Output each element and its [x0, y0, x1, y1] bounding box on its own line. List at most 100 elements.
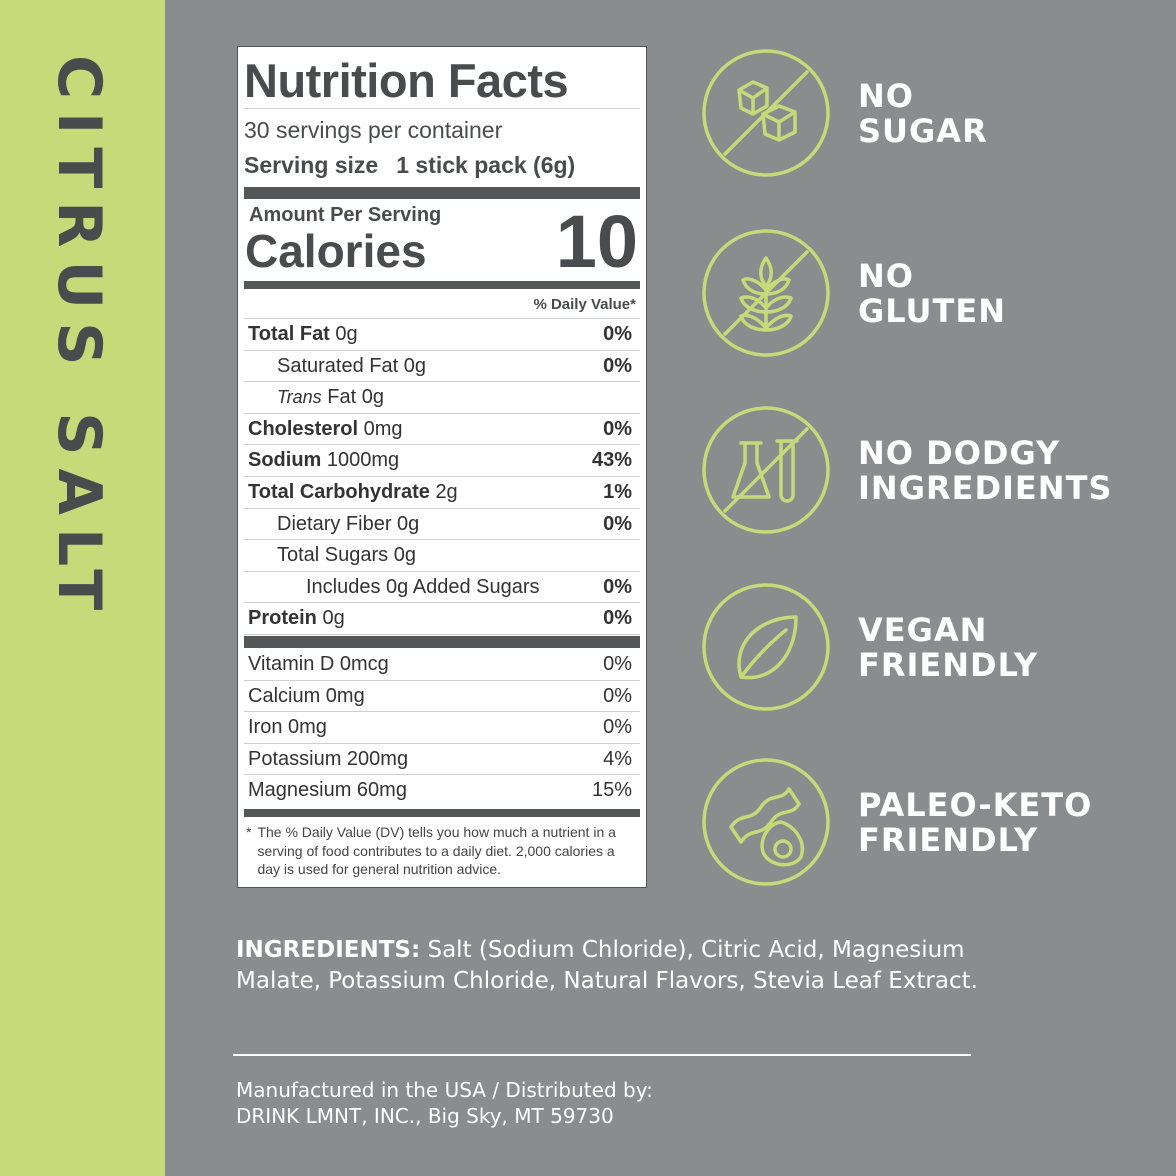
vitamin-daily-value: 0% [603, 716, 632, 739]
nutrient-label: Dietary Fiber [277, 512, 392, 535]
no-gluten-wheat-icon [701, 228, 831, 358]
leaf-icon [701, 582, 831, 712]
nutrient-amount: 1000mg [326, 449, 400, 472]
claim-line-1: NO DODGY [858, 434, 1061, 472]
nutrient-amount: 0mg [363, 417, 403, 440]
vitamin-row: Calcium 0mg 0% [244, 681, 640, 713]
flavor-name: CITRUS SALT [44, 55, 114, 624]
nutrient-name: Saturated Fat 0g [248, 351, 426, 382]
vitamin-daily-value: 0% [603, 684, 632, 707]
claim-text: NO DODGY INGREDIENTS [858, 436, 1112, 506]
label-title: Nutrition Facts [244, 54, 569, 107]
vitamin-daily-value: 0% [603, 653, 632, 675]
nutrient-daily-value: 1% [603, 481, 632, 503]
nutrient-amount: 2g [435, 481, 458, 503]
nutrient-daily-value: 43% [591, 449, 632, 472]
claim-line-2: GLUTEN [858, 292, 1006, 330]
nutrient-label: Total Fat [248, 323, 330, 345]
claim-text: NO GLUTEN [858, 259, 1006, 329]
nutrient-name: Total Carbohydrate 2g [248, 477, 458, 508]
nutrient-name: Protein 0g [248, 603, 345, 634]
no-chemicals-flask-icon [701, 405, 831, 535]
claim-line-1: PALEO-KETO [858, 786, 1093, 824]
nutrient-name: Cholesterol 0mg [248, 414, 403, 445]
nutrient-name: Trans Fat 0g [248, 382, 384, 413]
claim-line-2: INGREDIENTS [858, 469, 1113, 507]
nutrient-daily-value: 0% [603, 417, 632, 440]
nutrient-row: Protein 0g 0% [244, 603, 640, 635]
nutrient-label: Protein [248, 607, 317, 630]
vitamin-row: Vitamin D 0mcg 0% [244, 649, 640, 681]
nutrient-row: Cholesterol 0mg 0% [244, 414, 640, 446]
nutrient-amount: 0g [335, 323, 358, 345]
vitamin-row: Iron 0mg 0% [244, 712, 640, 744]
nutrient-daily-value: 0% [603, 354, 632, 377]
vitamin-row: Potassium 200mg 4% [244, 744, 640, 776]
ingredients-heading: INGREDIENTS: [236, 937, 421, 963]
nutrient-amount: 0g [397, 512, 420, 535]
ingredients-text: Salt (Sodium Chloride), Citric Acid, Mag… [236, 937, 978, 994]
nutrient-daily-value: 0% [603, 575, 632, 598]
serving-size-value: 1 stick pack (6g) [396, 152, 576, 178]
nutrient-amount: 0g [393, 544, 416, 567]
nutrient-label: Cholesterol [248, 417, 359, 440]
claim-line-1: NO [858, 257, 914, 295]
nutrition-facts-label: Nutrition Facts 30 servings per containe… [237, 46, 647, 888]
nutrient-name: Total Fat 0g [248, 319, 358, 350]
bacon-avocado-icon [701, 757, 831, 887]
nutrient-daily-value: 0% [603, 607, 632, 630]
calories-value: 10 [555, 200, 638, 283]
nutrient-amount: 0g [403, 354, 426, 377]
nutrient-daily-value: 0% [603, 512, 632, 535]
medium-divider [244, 281, 640, 289]
nutrient-row: Total Sugars 0g [244, 540, 640, 572]
nutrient-daily-value: 0% [603, 323, 632, 345]
nutrient-row: Total Fat 0g 0% [244, 319, 640, 351]
servings-per-container: 30 servings per container [244, 117, 503, 143]
flavor-strip [0, 0, 165, 1176]
daily-value-header: % Daily Value* [533, 296, 636, 313]
nutrient-row: Saturated Fat 0g 0% [244, 351, 640, 383]
claim-line-2: SUGAR [858, 112, 988, 150]
nutrient-label: Sodium [248, 449, 322, 472]
nutrient-label: Total Sugars [277, 544, 389, 567]
claim-text: PALEO-KETO FRIENDLY [858, 788, 1092, 858]
thick-divider [244, 187, 640, 199]
thick-divider [244, 636, 640, 648]
nutrient-name: Dietary Fiber 0g [248, 509, 419, 540]
vitamin-name: Vitamin D 0mcg [248, 653, 389, 675]
ingredients: INGREDIENTS: Salt (Sodium Chloride), Cit… [236, 935, 996, 997]
footnote-text: The % Daily Value (DV) tells you how muc… [257, 824, 616, 877]
claim-line-2: FRIENDLY [858, 646, 1039, 684]
nutrient-row: Dietary Fiber 0g 0% [244, 509, 640, 541]
nutrient-label: Includes 0g Added Sugars [306, 575, 540, 598]
vitamin-row: Magnesium 60mg 15% [244, 775, 640, 807]
manufacturer: Manufactured in the USA / Distributed by… [236, 1077, 653, 1129]
footnote-mark: * [246, 824, 252, 840]
nutrient-row: Sodium 1000mg 43% [244, 445, 640, 477]
claim-text: NO SUGAR [858, 79, 988, 149]
claim-line-2: FRIENDLY [858, 821, 1039, 859]
vitamin-daily-value: 4% [603, 747, 632, 770]
amount-per-serving: Amount Per Serving [249, 204, 442, 226]
nutrient-name: Sodium 1000mg [248, 445, 399, 476]
vitamin-daily-value: 15% [591, 779, 632, 802]
vitamin-name: Iron 0mg [248, 716, 327, 739]
nutrient-row: Includes 0g Added Sugars 0% [244, 572, 640, 604]
vitamin-name: Calcium 0mg [248, 684, 365, 707]
nutrient-row: Trans Fat 0g [244, 382, 640, 414]
vitamin-name: Potassium 200mg [248, 747, 409, 770]
nutrient-name: Includes 0g Added Sugars [248, 572, 540, 603]
footnote: * The % Daily Value (DV) tells you how m… [246, 823, 634, 879]
nutrient-amount: 0g [361, 386, 384, 409]
nutrient-label: Saturated Fat [277, 354, 399, 377]
serving-size-label: Serving size [244, 152, 379, 178]
divider [233, 1054, 971, 1056]
no-sugar-cubes-icon [701, 48, 831, 178]
nutrient-amount: 0g [322, 607, 345, 630]
serving-size: Serving size 1 stick pack (6g) [244, 152, 640, 179]
nutrient-row: Total Carbohydrate 2g 1% [244, 477, 640, 509]
nutrient-label: Fat [327, 386, 357, 409]
vitamin-name: Magnesium 60mg [248, 779, 407, 802]
manufacturer-line-1: Manufactured in the USA / Distributed by… [236, 1078, 653, 1102]
